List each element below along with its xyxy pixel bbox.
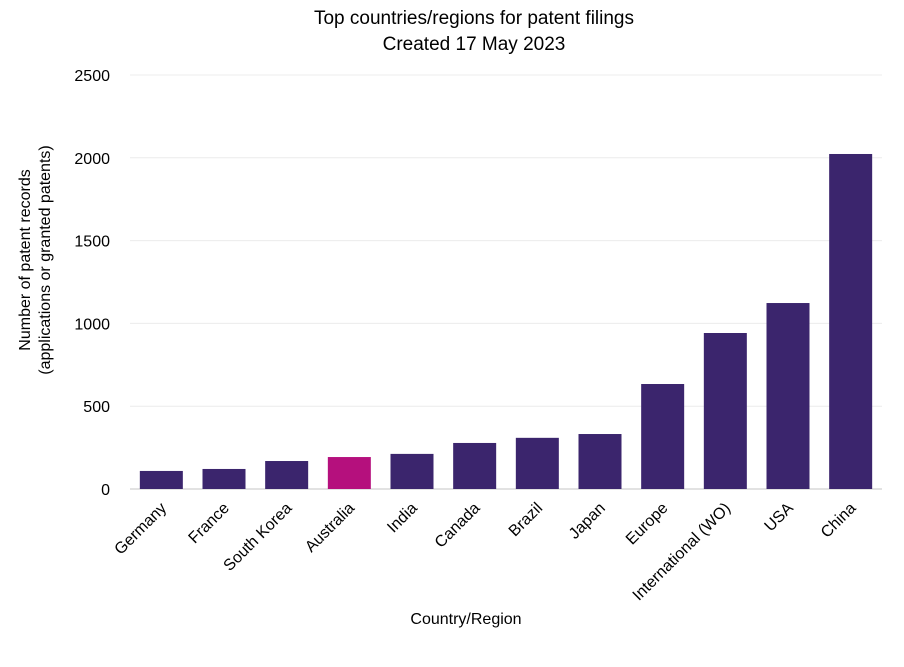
bar-international-wo- [704, 333, 747, 489]
bar-india [391, 454, 434, 489]
bar-usa [767, 303, 810, 489]
x-tick-label: Brazil [506, 500, 546, 540]
bar-brazil [516, 438, 559, 489]
x-tick-label: China [818, 500, 860, 542]
y-tick-label: 0 [101, 482, 110, 499]
y-axis-label-line2: (applications or granted patents) [37, 145, 54, 374]
y-tick-label: 2500 [74, 68, 110, 85]
bar-japan [579, 434, 622, 489]
bar-australia [328, 457, 371, 489]
bar-south-korea [265, 461, 308, 489]
y-tick-label: 2000 [74, 151, 110, 168]
bar-china [829, 154, 872, 489]
y-tick-label: 1000 [74, 316, 110, 333]
y-axis-label-line1: Number of patent records [17, 169, 34, 350]
x-tick-label: Canada [432, 500, 484, 552]
x-tick-label: Australia [302, 500, 358, 556]
x-tick-label: Japan [566, 500, 609, 543]
y-tick-label: 500 [83, 399, 110, 416]
bar-france [203, 469, 246, 489]
bar-germany [140, 471, 183, 489]
x-tick-label: Germany [112, 500, 171, 559]
x-axis-label: Country/Region [410, 611, 521, 628]
x-tick-label: Europe [623, 500, 672, 549]
chart-title: Top countries/regions for patent filings [314, 8, 634, 29]
bar-europe [641, 384, 684, 489]
x-tick-label: France [186, 500, 233, 547]
y-tick-label: 1500 [74, 234, 110, 251]
x-tick-label: India [384, 500, 421, 537]
bar-canada [453, 443, 496, 489]
x-tick-label: USA [762, 500, 798, 536]
chart-subtitle: Created 17 May 2023 [383, 34, 566, 55]
